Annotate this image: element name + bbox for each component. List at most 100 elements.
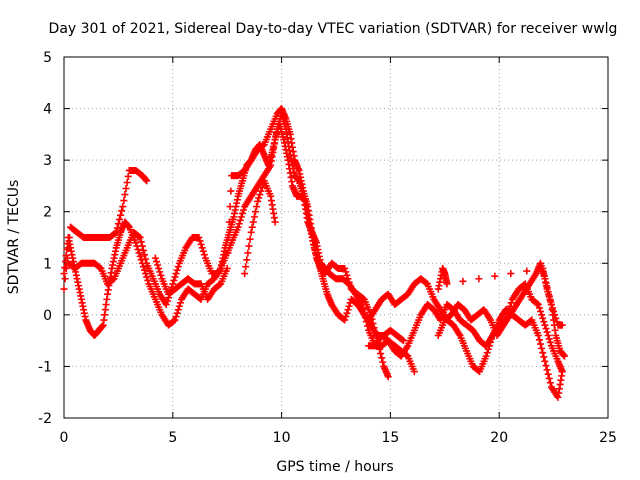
- x-tick-label: 10: [273, 430, 291, 446]
- series-track-g: [365, 280, 566, 376]
- x-tick-label: 20: [490, 430, 508, 446]
- data-point: [241, 270, 249, 278]
- data-point: [122, 185, 130, 193]
- data-point: [377, 350, 385, 358]
- x-axis: 0 5 10 15 20 25: [60, 57, 617, 446]
- y-tick-label: -2: [38, 411, 52, 427]
- data-point: [173, 309, 181, 317]
- data-point: [175, 302, 183, 310]
- data-point: [123, 178, 131, 186]
- data-point: [61, 275, 69, 283]
- y-tick-label: 3: [43, 153, 52, 169]
- data-point: [543, 328, 551, 336]
- data-point: [120, 197, 128, 205]
- data-point: [541, 321, 549, 329]
- data-markers: [60, 105, 568, 401]
- data-point: [172, 313, 180, 321]
- data-point: [111, 229, 119, 237]
- x-tick-label: 15: [381, 430, 399, 446]
- data-point: [535, 304, 543, 312]
- data-point: [378, 354, 386, 362]
- data-point: [63, 254, 71, 262]
- data-point: [342, 268, 350, 276]
- series-track-i: [434, 264, 568, 360]
- data-point: [237, 213, 245, 221]
- data-point: [535, 336, 543, 344]
- data-point: [242, 263, 250, 271]
- data-point: [540, 318, 548, 326]
- y-tick-label: 5: [43, 50, 52, 66]
- data-point: [136, 234, 144, 241]
- data-point: [545, 335, 553, 343]
- series-track-e: [241, 177, 279, 278]
- data-point: [538, 344, 546, 352]
- data-point: [162, 301, 170, 309]
- x-tick-label: 5: [168, 430, 177, 446]
- y-tick-label: 1: [43, 256, 52, 272]
- data-point: [384, 373, 392, 381]
- data-point: [113, 224, 121, 232]
- data-point: [546, 379, 554, 387]
- data-point: [376, 345, 384, 353]
- data-point: [139, 263, 147, 271]
- data-point: [507, 299, 515, 307]
- data-point: [345, 302, 353, 310]
- data-point: [171, 316, 179, 324]
- data-point: [523, 267, 531, 275]
- series-track-d: [151, 105, 392, 381]
- y-tick-label: -1: [38, 359, 52, 375]
- data-point: [132, 239, 140, 247]
- data-point: [344, 275, 352, 283]
- data-point: [224, 249, 232, 257]
- data-point: [410, 368, 418, 376]
- data-point: [257, 187, 265, 195]
- data-point: [143, 273, 151, 281]
- data-point: [545, 374, 553, 382]
- data-point: [235, 220, 243, 228]
- data-point: [482, 352, 490, 360]
- data-point: [139, 246, 147, 254]
- data-point: [163, 297, 171, 305]
- data-point: [343, 271, 351, 279]
- y-tick-label: 4: [43, 102, 52, 118]
- data-point: [544, 331, 552, 339]
- data-point: [135, 233, 143, 241]
- data-point: [199, 247, 207, 255]
- data-point: [483, 349, 491, 357]
- data-point: [136, 252, 144, 260]
- data-point: [121, 191, 129, 199]
- data-point: [247, 228, 255, 236]
- grid: [64, 57, 608, 418]
- data-point: [137, 256, 145, 264]
- data-point: [344, 306, 352, 314]
- data-point: [345, 278, 353, 286]
- data-point: [64, 244, 72, 252]
- data-point: [196, 237, 204, 245]
- data-point: [542, 362, 550, 370]
- data-point: [539, 349, 547, 357]
- data-point: [539, 314, 547, 322]
- data-point: [137, 238, 145, 246]
- data-point: [240, 206, 248, 214]
- y-tick-label: 0: [43, 308, 52, 324]
- data-point: [176, 299, 184, 307]
- data-point: [61, 264, 69, 272]
- data-point: [341, 264, 349, 272]
- data-point: [65, 234, 73, 241]
- series-track-b: [60, 166, 151, 293]
- chart-title: Day 301 of 2021, Sidereal Day-to-day VTE…: [49, 21, 618, 37]
- data-point: [560, 352, 568, 360]
- x-tick-label: 0: [60, 430, 69, 446]
- data-point: [117, 211, 125, 219]
- data-point: [173, 266, 181, 274]
- data-point: [114, 220, 122, 228]
- data-point: [558, 321, 566, 329]
- data-point: [119, 203, 127, 211]
- data-point: [255, 194, 263, 202]
- data-point: [152, 258, 160, 266]
- data-point: [256, 191, 264, 199]
- data-point: [198, 244, 206, 252]
- series-track-a: [60, 110, 418, 376]
- data-point: [540, 353, 548, 361]
- data-point: [507, 270, 515, 278]
